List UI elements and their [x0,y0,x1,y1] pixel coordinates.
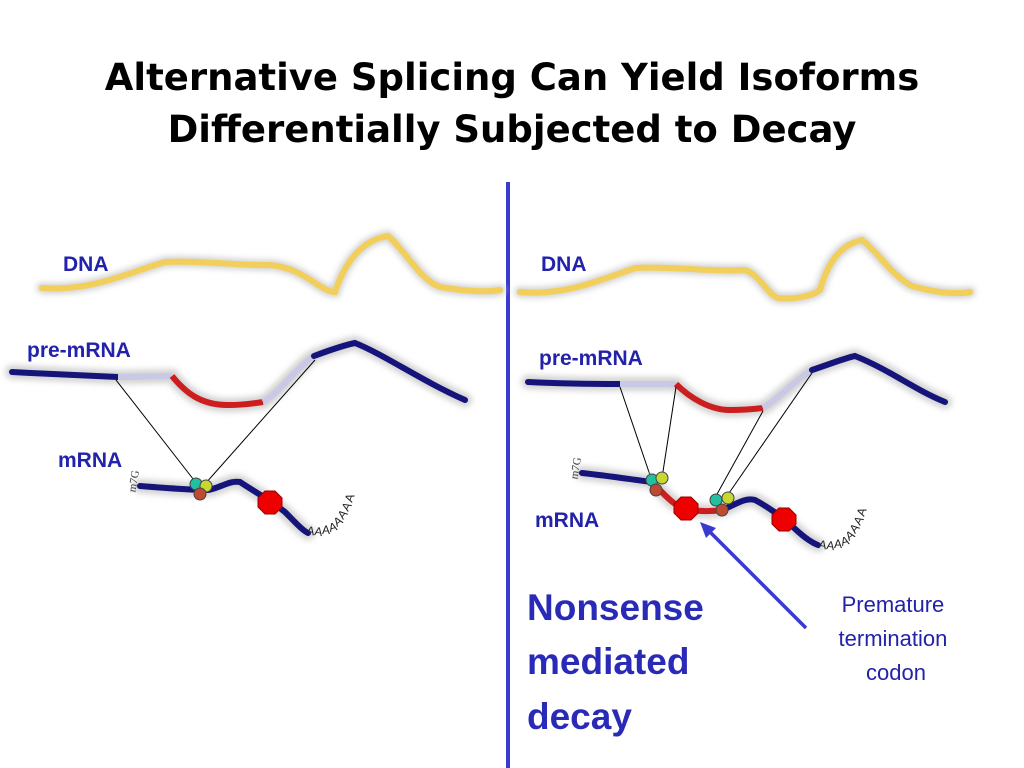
polya-letter: A [834,537,842,551]
left-dna-label: DNA [63,253,109,276]
polya-letter: A [305,523,315,538]
right-ejc-icon-2 [709,491,735,517]
left-dna-strand [36,230,506,298]
left-splice-line-2 [204,359,316,485]
right-cap-icon: m7G [568,456,584,480]
polya-letter: A [314,524,324,539]
right-premature-stop-codon-icon [673,496,699,521]
right-dna-label: DNA [541,253,587,276]
right-splice-line-3 [715,410,764,497]
ptc-label: Premature termination codon [839,592,954,685]
title-line-1: Alternative Splicing Can Yield Isoforms [104,56,920,99]
right-splice-line-1 [619,386,652,479]
right-splice-line-2 [661,386,677,479]
polya-letter: A [839,533,850,549]
right-premrna [521,348,952,418]
left-panel: DNA pre-mRNA m7G [5,230,506,540]
left-splice-line-1 [115,379,198,485]
polya-letter: A [327,519,338,535]
ptc-arrow [700,522,808,630]
left-ejc-icon [189,477,213,501]
left-premrna-label: pre-mRNA [27,339,131,362]
left-premrna [5,335,472,413]
polya-letter: A [322,523,330,537]
slide-title: Alternative Splicing Can Yield Isoforms … [0,52,1024,156]
left-mrna-label: mRNA [58,449,122,472]
right-premrna-label: pre-mRNA [539,347,643,370]
left-mrna [133,474,315,540]
left-cap-icon: m7G [126,469,142,493]
right-ejc-icon-1 [645,471,669,497]
left-stop-codon-icon [257,490,283,515]
right-stop-codon-icon [771,507,797,532]
polya-letter: A [817,537,827,552]
nmd-label: Nonsense mediated decay [527,587,714,737]
polya-letter: A [826,538,836,553]
title-line-2: Differentially Subjected to Decay [167,108,857,151]
right-dna-strand [514,234,976,304]
right-panel: DNA pre-mRNA m7G [514,234,976,737]
right-splice-line-4 [726,372,813,497]
right-mrna-label: mRNA [535,509,599,532]
